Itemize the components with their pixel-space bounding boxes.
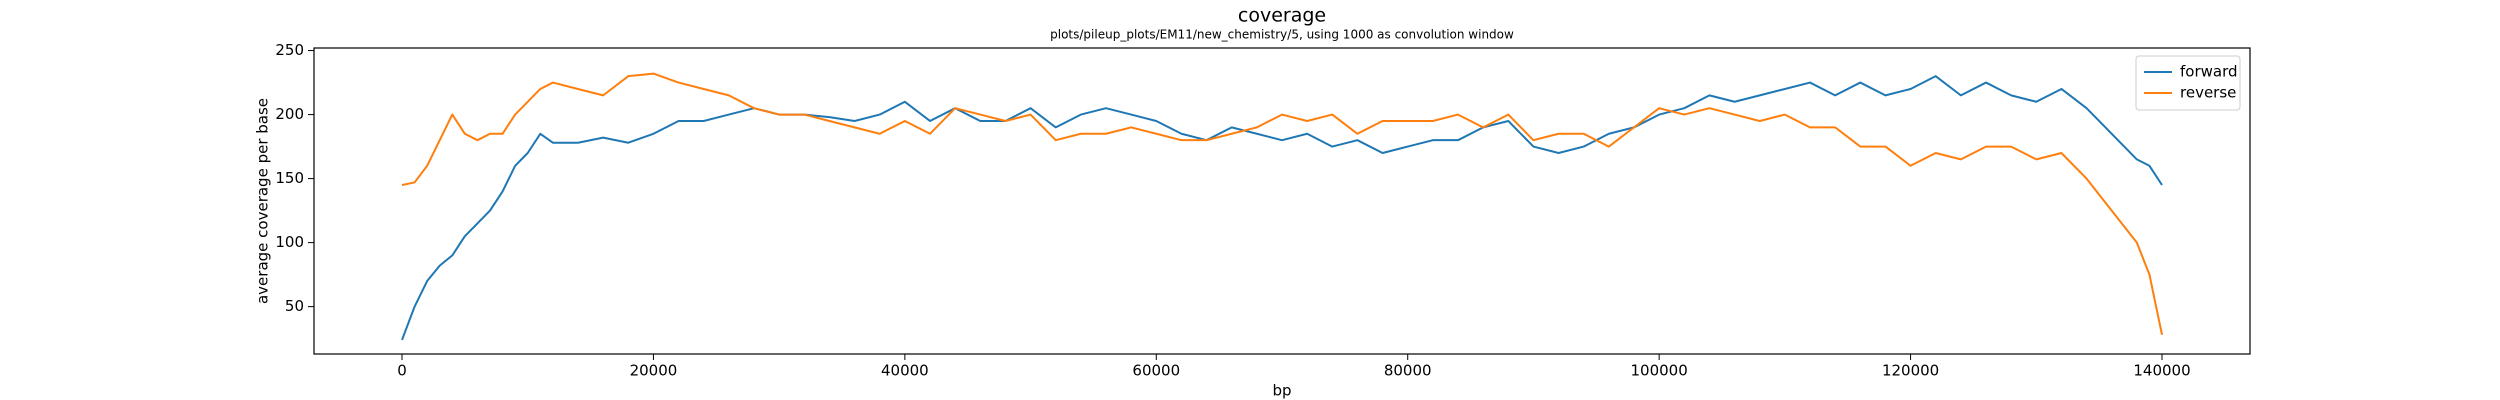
x-tick-label: 80000 xyxy=(1384,362,1432,380)
legend-label: reverse xyxy=(2180,84,2236,102)
line-series xyxy=(401,75,2163,341)
x-tick-label: 20000 xyxy=(630,362,678,380)
x-tick-label: 140000 xyxy=(2133,362,2190,380)
y-tick-label: 50 xyxy=(285,297,304,315)
chart-subtitle: plots/pileup_plots/EM11/new_chemistry/5,… xyxy=(1050,28,1514,42)
legend-label: forward xyxy=(2180,63,2238,81)
x-tick-label: 40000 xyxy=(881,362,929,380)
chart-title: coverage xyxy=(1238,5,1326,27)
axes-frame xyxy=(313,47,2251,355)
x-tick-label: 0 xyxy=(397,362,407,380)
y-tick-label: 250 xyxy=(275,41,304,59)
y-axis-label: average coverage per base xyxy=(254,98,272,304)
y-tick-label: 100 xyxy=(275,233,304,251)
y-tick-label: 200 xyxy=(275,105,304,123)
x-tick-label: 60000 xyxy=(1132,362,1180,380)
y-tick-label: 150 xyxy=(275,169,304,187)
x-axis-label: bp xyxy=(1272,382,1291,400)
line-series xyxy=(401,72,2163,335)
x-tick-label: 100000 xyxy=(1631,362,1688,380)
legend-box xyxy=(2135,55,2241,111)
x-tick-label: 120000 xyxy=(1882,362,1939,380)
